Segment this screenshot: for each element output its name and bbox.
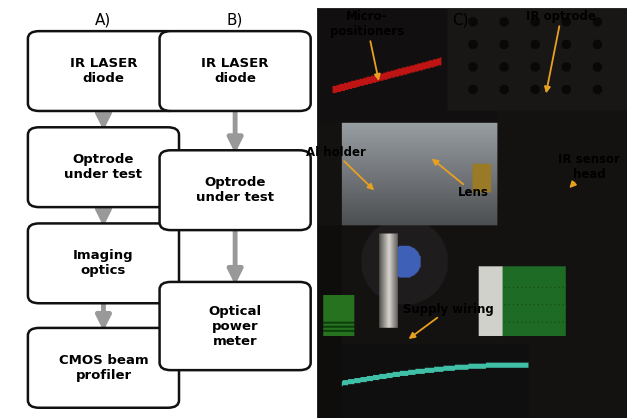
Text: Lens: Lens [433, 160, 489, 199]
FancyBboxPatch shape [28, 224, 179, 303]
Text: IR LASER
diode: IR LASER diode [70, 57, 137, 85]
Text: Optrode
under test: Optrode under test [196, 176, 274, 204]
Text: Micro-
positioners: Micro- positioners [330, 10, 404, 79]
FancyBboxPatch shape [28, 328, 179, 408]
Text: Supply wiring: Supply wiring [403, 303, 493, 338]
Text: IR sensor
head: IR sensor head [559, 153, 620, 187]
Text: Imaging
optics: Imaging optics [73, 250, 134, 277]
FancyBboxPatch shape [28, 127, 179, 207]
Text: A): A) [95, 13, 112, 28]
FancyBboxPatch shape [159, 150, 311, 230]
FancyBboxPatch shape [28, 31, 179, 111]
Text: B): B) [227, 13, 243, 28]
Text: IR LASER
diode: IR LASER diode [201, 57, 269, 85]
Text: Optical
power
meter: Optical power meter [209, 305, 261, 347]
FancyBboxPatch shape [159, 282, 311, 370]
Bar [317, 8, 627, 418]
Text: CMOS beam
profiler: CMOS beam profiler [59, 354, 148, 382]
Text: Optrode
under test: Optrode under test [65, 153, 142, 181]
FancyBboxPatch shape [159, 31, 311, 111]
Text: IR optrode: IR optrode [526, 10, 596, 92]
Text: C): C) [453, 13, 469, 28]
Text: Al holder: Al holder [305, 146, 373, 189]
